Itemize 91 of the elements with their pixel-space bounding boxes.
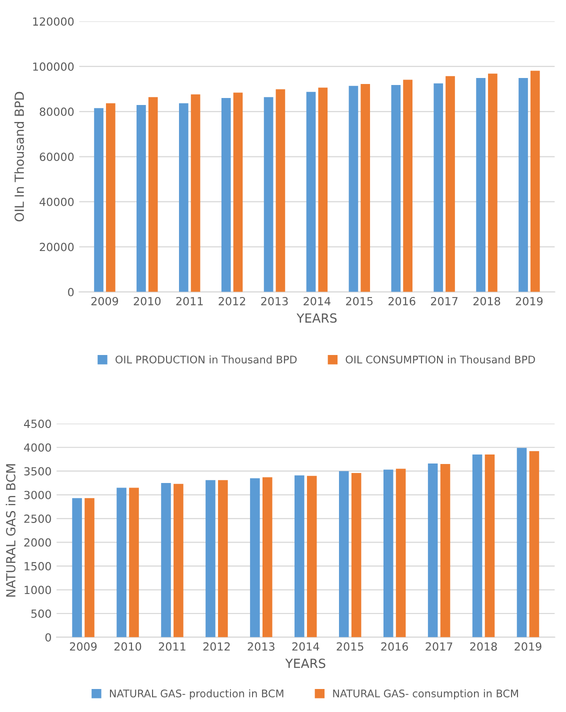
bar <box>518 78 528 292</box>
bar <box>161 482 171 638</box>
x-tick-label: 2009 <box>70 642 97 651</box>
x-tick-label: 2009 <box>91 296 118 306</box>
bar <box>338 471 349 638</box>
bar <box>348 86 358 292</box>
x-tick-label: 2015 <box>336 642 364 651</box>
bar <box>306 92 316 292</box>
x-tick-label: 2019 <box>514 642 542 651</box>
x-tick-label: 2013 <box>248 642 274 651</box>
bar <box>383 470 394 638</box>
y-tick-label: 40000 <box>40 198 74 206</box>
x-axis-title: YEARS <box>285 658 326 668</box>
bar <box>174 484 184 638</box>
x-tick-label: 2018 <box>470 642 497 651</box>
bar <box>440 464 450 638</box>
y-tick-label: 500 <box>31 609 51 618</box>
x-tick-label: 2017 <box>430 296 458 306</box>
y-tick-label: 2500 <box>24 514 51 523</box>
x-tick-label: 2011 <box>176 296 203 306</box>
y-tick-label: 80000 <box>40 108 74 116</box>
x-tick-label: 2012 <box>203 642 230 651</box>
y-axis-title: OIL In Thousand BPD <box>14 92 24 222</box>
bar <box>446 76 455 292</box>
bar <box>206 480 216 638</box>
x-tick-label: 2016 <box>381 642 408 651</box>
x-tick-label: 2016 <box>388 296 416 306</box>
x-tick-label: 2017 <box>426 642 452 651</box>
bar <box>264 97 274 292</box>
x-tick-label: 2018 <box>473 296 500 306</box>
y-axis-title: NATURAL GAS in BCM <box>6 464 16 597</box>
bar <box>221 98 231 292</box>
bar <box>129 488 139 638</box>
bar <box>318 88 328 292</box>
bar <box>476 78 486 292</box>
y-tick-label: 0 <box>68 288 74 296</box>
bar <box>294 475 304 638</box>
y-tick-label: 3500 <box>24 467 51 476</box>
legend-label: NATURAL GAS- production in BCM <box>110 689 284 700</box>
bar <box>233 92 243 292</box>
bar <box>84 498 94 638</box>
bar <box>529 451 540 638</box>
bar <box>472 454 482 638</box>
y-tick-label: 1500 <box>24 562 51 570</box>
bar <box>484 454 495 638</box>
bar <box>148 97 158 292</box>
x-tick-label: 2014 <box>292 642 320 651</box>
bar <box>403 80 412 292</box>
bar <box>276 89 286 292</box>
bar <box>250 478 260 638</box>
y-tick-label: 3000 <box>24 490 51 500</box>
y-tick-label: 1000 <box>24 586 51 594</box>
bar <box>396 468 406 638</box>
x-tick-label: 2015 <box>346 296 373 306</box>
bar <box>391 84 401 292</box>
y-tick-label: 2000 <box>24 538 51 547</box>
y-tick-label: 0 <box>45 633 51 642</box>
bar <box>94 108 104 292</box>
bar <box>179 103 188 292</box>
legend-label: OIL PRODUCTION in Thousand BPD <box>116 355 297 364</box>
x-tick-label: 2013 <box>261 296 288 306</box>
bar <box>106 103 116 292</box>
x-tick-label: 2011 <box>158 642 186 651</box>
x-axis-title: YEARS <box>296 313 337 323</box>
bar <box>360 84 370 292</box>
bar <box>516 448 527 638</box>
bar <box>262 477 272 638</box>
legend-label: NATURAL GAS- consumption in BCM <box>333 689 518 700</box>
y-tick-label: 100000 <box>33 62 74 71</box>
bar <box>306 476 317 638</box>
y-tick-label: 120000 <box>33 17 74 26</box>
x-tick-label: 2019 <box>516 296 543 306</box>
bar <box>72 498 82 638</box>
x-tick-label: 2010 <box>134 296 161 306</box>
x-tick-label: 2012 <box>218 296 246 306</box>
bar <box>190 94 200 292</box>
y-tick-label: 4000 <box>24 443 51 452</box>
bar <box>488 74 498 292</box>
bar <box>218 480 228 638</box>
bar <box>434 83 444 292</box>
y-tick-label: 4500 <box>24 420 51 428</box>
y-tick-label: 60000 <box>40 152 74 162</box>
bar <box>530 70 540 292</box>
x-tick-label: 2014 <box>304 296 330 306</box>
bar <box>116 488 126 638</box>
y-tick-label: 20000 <box>40 242 74 252</box>
bar <box>136 105 146 292</box>
bar <box>428 464 438 638</box>
legend-label: OIL CONSUMPTION in Thousand BPD <box>346 355 535 364</box>
x-tick-label: 2010 <box>114 642 142 651</box>
bar <box>351 473 362 638</box>
